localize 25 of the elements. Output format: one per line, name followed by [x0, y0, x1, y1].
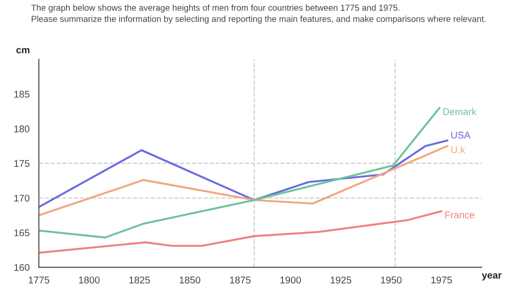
chart-title: The graph below shows the average heights of men from four countries between 1775 and 1975. Please summarize the information by selecting and reporting the main features, and make comparisons where relevant.: [31, 4, 486, 24]
x-tick-label: 1775: [28, 276, 50, 284]
y-tick-label: 170: [14, 194, 30, 202]
line-series: [38, 210, 442, 254]
x-tick-label: 1825: [129, 276, 150, 284]
line-series: [38, 106, 440, 238]
x-tick-label: 1800: [79, 276, 100, 284]
x-tick-label: 1925: [330, 276, 352, 284]
x-tick-label: 1900: [280, 276, 301, 284]
x-tick-label: 1950: [381, 276, 402, 284]
y-tick-label: 185: [14, 90, 30, 98]
series-label: USA: [451, 132, 471, 139]
y-tick-label: 160: [14, 264, 30, 271]
x-tick-label: 1850: [180, 276, 200, 284]
y-tick-label: 180: [14, 125, 30, 132]
series-label: France: [445, 212, 474, 218]
y-tick-label: 175: [14, 160, 30, 167]
series-label: U.k: [451, 146, 466, 154]
x-tick-label: 1975: [431, 276, 452, 284]
x-tick-label: 1875: [230, 276, 251, 284]
line-series: [38, 140, 448, 208]
y-axis-title: cm: [16, 48, 30, 54]
y-tick-label: 165: [14, 229, 30, 236]
series-label: Demark: [443, 108, 477, 116]
x-axis-title: year: [482, 273, 502, 281]
